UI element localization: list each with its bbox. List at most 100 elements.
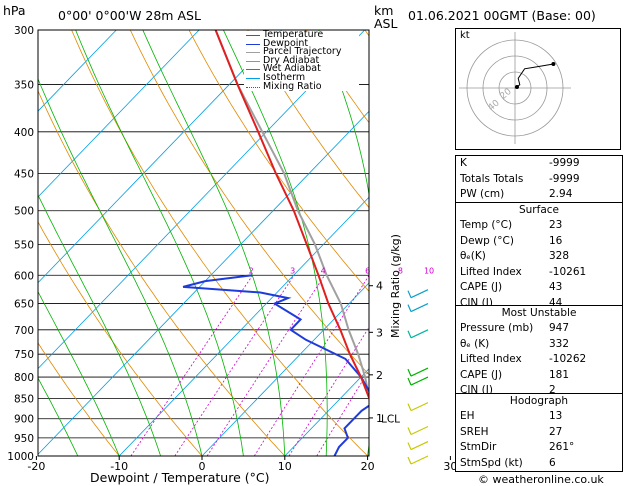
legend-swatch [246, 77, 260, 79]
index-value: 43 [549, 281, 563, 293]
legend-item: Isotherm [244, 71, 359, 83]
index-row: EH 13 [456, 409, 622, 425]
index-label: Totals Totals [460, 172, 524, 185]
pressure-tick-label: 850 [14, 393, 34, 405]
pressure-tick-label: 600 [14, 270, 34, 282]
wind-barb [407, 427, 412, 435]
wet-adiabat [409, 30, 441, 456]
index-value: 332 [549, 337, 570, 350]
index-label: SREH [460, 425, 489, 438]
index-row: Lifted Index -10261 [456, 265, 622, 281]
copyright-footer: © weatheronline.co.uk [478, 473, 604, 486]
km-tick-label: 1 [376, 412, 383, 425]
index-label: StmSpd (kt) [460, 456, 523, 469]
wind-barb [407, 290, 412, 298]
mixing-ratio-label: 3 [290, 266, 295, 275]
wind-barb [407, 304, 412, 312]
temperature-line [214, 30, 369, 402]
index-row: Totals Totals -9999 [456, 172, 622, 188]
wind-barb [407, 330, 412, 339]
pressure-tick-label: 500 [14, 206, 34, 218]
legend-label: Isotherm [263, 71, 306, 83]
wind-barb [410, 289, 429, 299]
index-row: PW (cm) 2.94 [456, 187, 622, 203]
index-value: 16 [549, 234, 563, 247]
indices-panel: K -9999 Totals Totals -9999 PW (cm) 2.94 [455, 155, 623, 204]
wet-adiabat [38, 77, 203, 456]
km-tick-label: 2 [376, 369, 383, 382]
hodograph-table-panel: Hodograph EH 13 SREH 27 StmDir 261° StmSpd (kt)… [455, 393, 623, 472]
mixing-ratio-axis-label: Mixing Ratio (g/kg) [389, 234, 402, 338]
index-value: -10261 [549, 265, 587, 278]
hpa-unit-label: hPa [3, 3, 26, 18]
index-value: 2.94 [549, 188, 573, 200]
index-label: EH [460, 410, 475, 422]
wet-adiabat [223, 30, 328, 456]
legend: Temperature Dewpoint Parcel Trajectory Dry … [244, 29, 359, 92]
pressure-tick-label: 300 [14, 25, 34, 37]
dry-adiabat [129, 30, 369, 376]
wind-barb [410, 303, 429, 313]
legend-label: Mixing Ratio [263, 80, 322, 92]
wind-barb [407, 442, 412, 450]
index-label: θₑ(K) [460, 250, 486, 262]
dry-adiabat [38, 89, 286, 456]
index-row: Temp (°C) 23 [456, 218, 622, 234]
x-tick-label: 10 [278, 460, 292, 473]
index-value: 328 [549, 250, 570, 262]
pressure-tick-label: 700 [14, 325, 34, 337]
wet-adiabat [318, 30, 369, 456]
wind-barb [407, 456, 412, 465]
index-value: 181 [549, 368, 570, 381]
index-label: Pressure (mb) [460, 322, 534, 334]
index-value: 27 [549, 425, 563, 438]
mixing-ratio-line [253, 275, 369, 456]
wet-adiabat [38, 377, 79, 456]
index-value: -9999 [549, 172, 580, 185]
mixing-ratio-line [206, 275, 325, 456]
legend-item: Dewpoint [244, 39, 359, 49]
parcel-trajectory-line [214, 30, 369, 411]
hodograph-trace [514, 63, 554, 89]
mixing-ratio-label: 10 [424, 266, 434, 275]
index-label: K [460, 157, 467, 169]
mixing-ratio-line [288, 326, 369, 456]
index-value: 947 [549, 322, 570, 334]
index-row: StmDir 261° [456, 440, 622, 456]
legend-label: Temperature [263, 29, 324, 40]
mixing-ratio-label: 4 [321, 266, 326, 275]
index-label: CAPE (J) [460, 281, 503, 293]
pressure-tick-label: 750 [14, 349, 34, 361]
wind-barb [410, 425, 429, 436]
panel-title: Surface [518, 204, 559, 216]
wind-barb [410, 441, 429, 451]
index-value: 261° [549, 441, 575, 453]
mixing-ratio-label: 6 [365, 266, 370, 275]
mixing-ratio-line [174, 275, 295, 456]
index-row: θₑ(K) 328 [456, 249, 622, 265]
wind-barb [407, 368, 412, 377]
pressure-tick-label: 550 [14, 239, 34, 251]
km-label: km [374, 3, 394, 18]
km-tick-label: 4 [376, 280, 383, 293]
pressure-tick-label: 400 [14, 127, 34, 139]
legend-item: Temperature [244, 29, 359, 40]
wet-adiabat [38, 290, 120, 456]
wind-barb [410, 402, 429, 412]
index-value: 2 [549, 384, 556, 396]
isotherm-line [38, 30, 365, 370]
index-label: PW (cm) [460, 188, 505, 200]
km-tick-label: 3 [376, 326, 383, 339]
wind-barb [407, 377, 412, 386]
legend-swatch [246, 86, 260, 88]
datetime-title: 01.06.2021 00GMT (Base: 00) [408, 8, 596, 23]
index-label: Temp (°C) [460, 219, 513, 231]
legend-item: Wet Adiabat [244, 64, 359, 74]
hodograph-end-dot [551, 62, 556, 66]
wind-barb [410, 376, 429, 386]
isotherm-line [118, 196, 369, 456]
index-row: θₑ (K) 332 [456, 337, 622, 353]
wind-barb [410, 367, 429, 377]
index-label: Lifted Index [460, 265, 522, 278]
